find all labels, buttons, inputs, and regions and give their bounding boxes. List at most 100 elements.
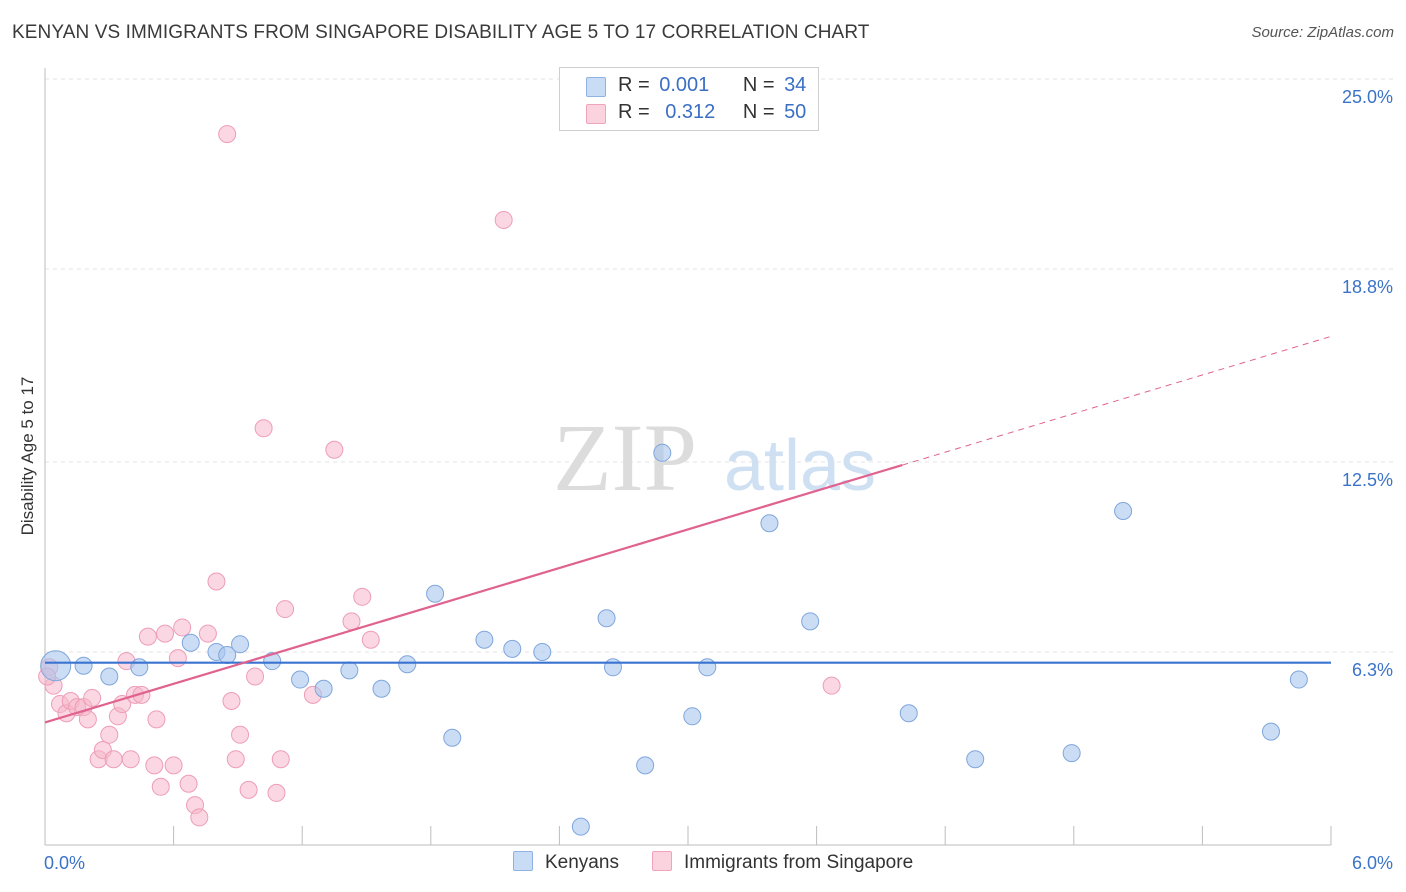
- immigrants-point: [104, 750, 123, 769]
- immigrants-point: [276, 600, 295, 619]
- kenyans-point: [636, 756, 655, 775]
- immigrants-point: [173, 618, 192, 637]
- immigrants-point: [226, 750, 245, 769]
- immigrants-point: [239, 780, 258, 799]
- immigrants-point: [147, 710, 166, 729]
- legend-r-immigrants: 0.312: [665, 101, 716, 123]
- legend-n-label: N =: [742, 74, 775, 96]
- kenyans-point: [291, 670, 310, 689]
- watermark: ZIP atlas: [553, 404, 876, 511]
- immigrants-point: [361, 630, 380, 649]
- immigrants-point: [151, 777, 170, 796]
- immigrants-point: [179, 774, 198, 793]
- legend-r-label: R =: [618, 101, 650, 123]
- kenyans-point: [603, 658, 622, 677]
- immigrants-point: [121, 750, 140, 769]
- chart-title: KENYAN VS IMMIGRANTS FROM SINGAPORE DISA…: [12, 22, 870, 43]
- legend-n-label: N =: [742, 101, 775, 123]
- legend-n-immigrants: 50: [784, 101, 807, 123]
- immigrants-point: [100, 725, 119, 744]
- kenyans-point: [475, 630, 494, 649]
- trend-lines: [44, 335, 1332, 724]
- kenyans-point: [314, 679, 333, 698]
- watermark-atlas: atlas: [724, 426, 876, 506]
- legend-n-kenyans: 34: [784, 74, 807, 96]
- legend-swatch-kenyans: [586, 77, 606, 97]
- correlation-legend: R = 0.001 N = 34 R = 0.312 N = 50: [559, 67, 819, 131]
- kenyans-point: [130, 658, 149, 677]
- immigrants-point: [164, 756, 183, 775]
- immigrants-point: [231, 725, 250, 744]
- x-tick-label-0: 0.0%: [44, 853, 85, 873]
- immigrants-point: [78, 710, 97, 729]
- immigrants-point: [198, 624, 217, 643]
- immigrants-point: [342, 612, 361, 631]
- y-tick-label-0: 6.3%: [1352, 660, 1393, 680]
- gridlines: [45, 78, 1394, 653]
- bottom-legend-swatch-kenyans: [513, 851, 533, 871]
- immigrants-point: [494, 210, 513, 229]
- legend-r-label: R =: [618, 74, 650, 96]
- bottom-legend-immigrants: Immigrants from Singapore: [652, 851, 913, 874]
- kenyans-point: [597, 609, 616, 628]
- immigrants-point: [254, 419, 273, 438]
- immigrants-point: [822, 676, 841, 695]
- immigrants-point: [218, 125, 237, 144]
- watermark-zip: ZIP: [553, 404, 697, 511]
- immigrants-point: [271, 750, 290, 769]
- kenyans-point: [503, 639, 522, 658]
- y-tick-labels: 6.3% 12.5% 18.8% 25.0%: [1342, 87, 1393, 680]
- immigrants-trend-line-extrapolated: [902, 335, 1332, 466]
- series-kenyans-points: [40, 443, 1308, 836]
- kenyans-point: [443, 728, 462, 747]
- immigrants-point: [156, 624, 175, 643]
- kenyans-point: [181, 633, 200, 652]
- legend-r-kenyans: 0.001: [659, 74, 710, 96]
- immigrants-point: [132, 685, 151, 704]
- bottom-legend-label-kenyans: Kenyans: [545, 852, 619, 873]
- bottom-legend-swatch-immigrants: [652, 851, 672, 871]
- bottom-legend-kenyans: Kenyans: [513, 851, 619, 874]
- kenyans-point: [1114, 502, 1133, 521]
- immigrants-point: [138, 627, 157, 646]
- kenyans-point: [1289, 670, 1308, 689]
- kenyans-point: [571, 817, 590, 836]
- kenyans-point: [653, 443, 672, 462]
- immigrants-point: [145, 756, 164, 775]
- kenyans-point: [100, 667, 119, 686]
- kenyans-point: [683, 707, 702, 726]
- kenyans-point: [966, 750, 985, 769]
- kenyans-point: [231, 635, 250, 654]
- kenyans-point: [74, 656, 93, 675]
- kenyans-point: [698, 658, 717, 677]
- series-immigrants-points: [38, 125, 841, 827]
- immigrants-point: [222, 691, 241, 710]
- immigrants-point: [267, 783, 286, 802]
- immigrants-point: [353, 587, 372, 606]
- immigrants-point: [325, 440, 344, 459]
- y-tick-label-1: 12.5%: [1342, 470, 1393, 490]
- kenyans-point: [533, 642, 552, 661]
- legend-swatch-immigrants: [586, 104, 606, 124]
- source-label: Source: ZipAtlas.com: [1251, 24, 1394, 41]
- immigrants-point: [246, 667, 265, 686]
- immigrants-trend-line: [44, 464, 903, 724]
- bottom-legend-label-immigrants: Immigrants from Singapore: [684, 852, 914, 873]
- immigrants-point: [168, 649, 187, 668]
- y-tick-label-3: 25.0%: [1342, 87, 1393, 107]
- axes: [44, 68, 1332, 846]
- kenyans-point: [899, 704, 918, 723]
- x-tick-labels: 0.0% 6.0%: [44, 853, 1393, 873]
- immigrants-point: [207, 572, 226, 591]
- x-tick-label-1: 6.0%: [1352, 853, 1393, 873]
- kenyans-point: [1261, 722, 1280, 741]
- y-tick-label-2: 18.8%: [1342, 277, 1393, 297]
- kenyans-point: [760, 514, 779, 533]
- kenyans-point: [1062, 744, 1081, 763]
- kenyans-point: [263, 652, 282, 671]
- kenyans-point: [426, 584, 445, 603]
- kenyans-point: [40, 650, 72, 682]
- kenyans-point: [340, 661, 359, 680]
- immigrants-point: [190, 808, 209, 827]
